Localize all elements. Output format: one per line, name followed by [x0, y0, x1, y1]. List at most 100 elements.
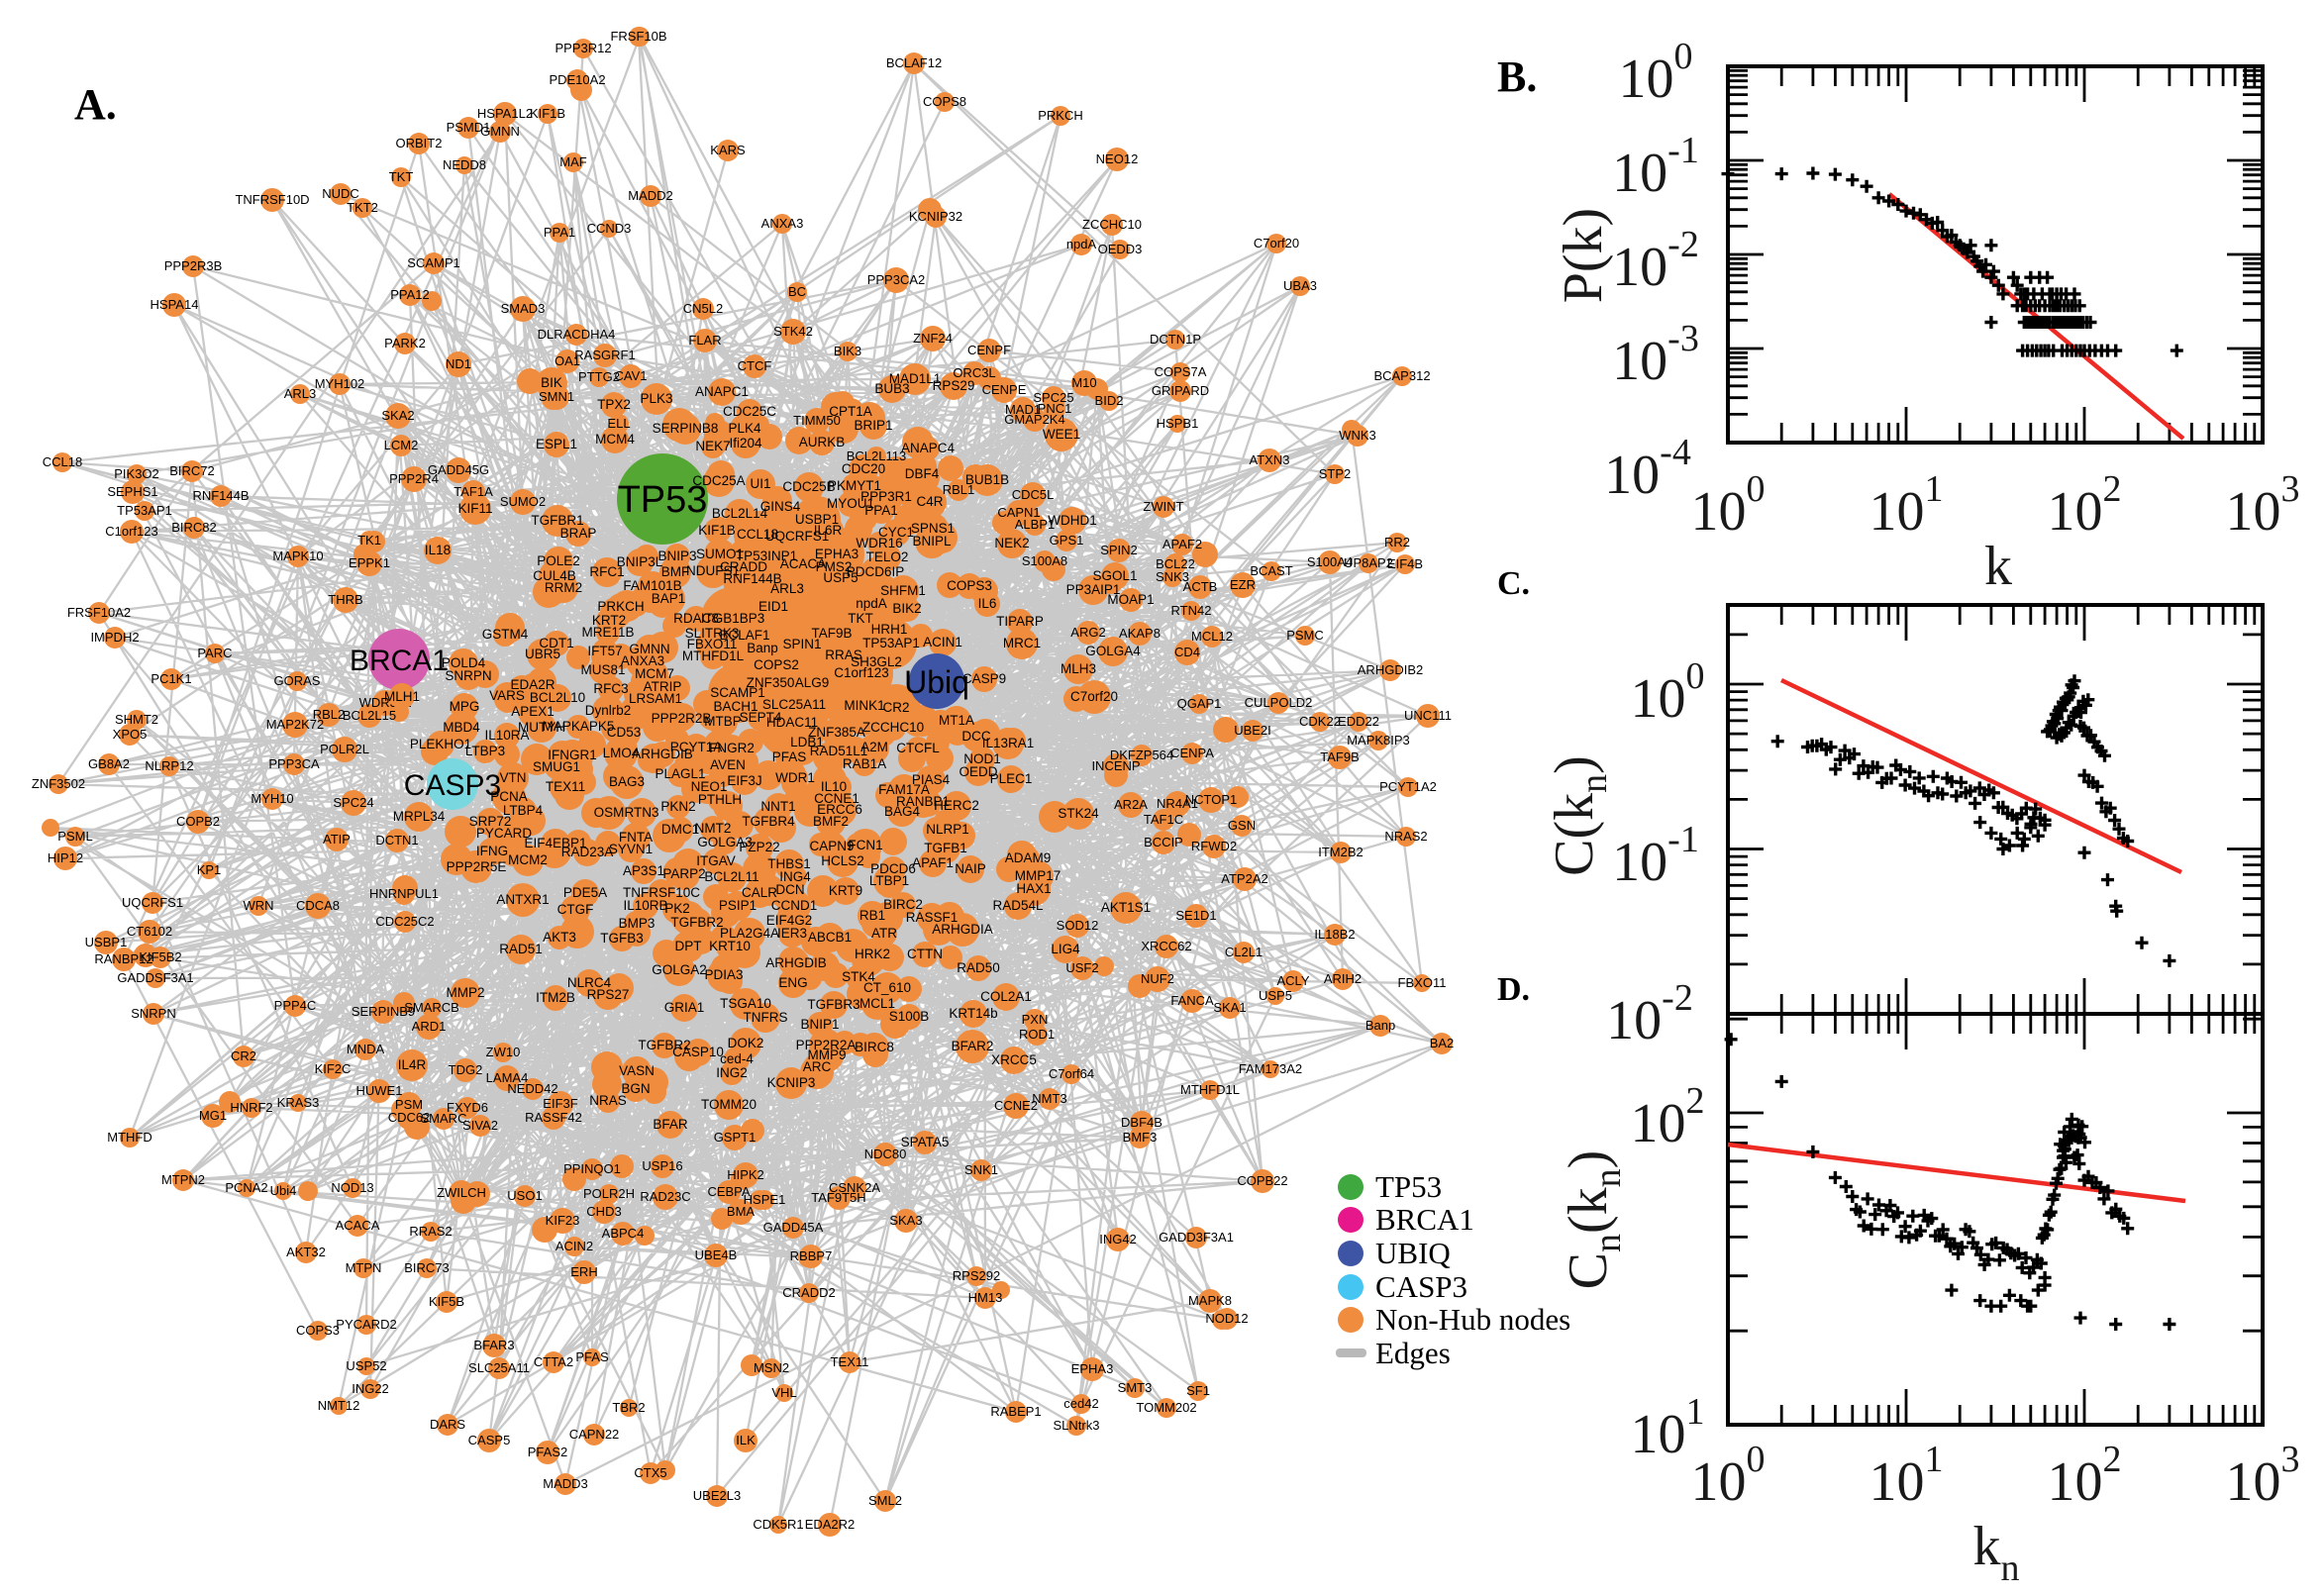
svg-text:Banp: Banp [1365, 1018, 1395, 1033]
svg-text:BMA: BMA [727, 1204, 756, 1219]
svg-text:CEBPA: CEBPA [707, 1184, 750, 1199]
svg-text:BIRC8: BIRC8 [855, 1040, 894, 1054]
svg-text:DOK2: DOK2 [728, 1036, 764, 1050]
svg-text:THBS1: THBS1 [767, 856, 811, 871]
svg-text:TELO2: TELO2 [866, 549, 909, 564]
svg-text:PPP3R12: PPP3R12 [555, 41, 611, 55]
svg-text:HERC2: HERC2 [934, 798, 979, 813]
svg-text:IL10RB: IL10RB [623, 898, 667, 913]
svg-text:PPP3CA: PPP3CA [268, 756, 320, 771]
svg-text:HSPA14: HSPA14 [151, 297, 199, 312]
svg-text:NEK2: NEK2 [994, 536, 1029, 550]
svg-text:C(kn): C(kn) [1544, 755, 1615, 876]
svg-text:LDB1: LDB1 [790, 735, 824, 749]
svg-text:BGN: BGN [621, 1081, 650, 1096]
svg-text:BCCIP: BCCIP [1144, 835, 1183, 849]
svg-text:ACIN2: ACIN2 [556, 1239, 593, 1253]
svg-text:RAD23C: RAD23C [640, 1189, 690, 1204]
svg-text:ENG: ENG [778, 975, 807, 990]
svg-text:SPC25: SPC25 [1033, 390, 1073, 405]
svg-text:IFNGR1: IFNGR1 [548, 748, 597, 762]
svg-text:CDC20: CDC20 [842, 461, 885, 476]
svg-text:PDIA3: PDIA3 [704, 967, 743, 982]
svg-text:WEE1: WEE1 [1043, 427, 1080, 442]
svg-text:AKT3: AKT3 [543, 930, 576, 945]
svg-text:UI1: UI1 [750, 476, 770, 491]
svg-text:CRADD: CRADD [720, 559, 767, 574]
svg-text:MAD1L1: MAD1L1 [889, 371, 942, 386]
svg-text:UBE2L3: UBE2L3 [693, 1488, 741, 1503]
svg-text:COPB22: COPB22 [1237, 1173, 1287, 1188]
svg-text:BCL2L113: BCL2L113 [847, 449, 906, 463]
svg-text:EIF4B: EIF4B [1387, 556, 1423, 571]
svg-text:SEPT4: SEPT4 [740, 710, 782, 725]
svg-text:PTTG2: PTTG2 [578, 369, 620, 384]
svg-text:FNGR2: FNGR2 [709, 741, 755, 755]
svg-text:S100A8: S100A8 [1022, 553, 1067, 568]
svg-text:PPP2R4: PPP2R4 [389, 471, 439, 486]
svg-text:DCC: DCC [961, 729, 990, 744]
svg-text:RR2: RR2 [1384, 535, 1410, 549]
svg-text:C.: C. [1497, 565, 1530, 602]
svg-text:MCM2: MCM2 [508, 852, 548, 867]
svg-text:ARG2: ARG2 [1070, 625, 1105, 640]
svg-text:RDAC8: RDAC8 [673, 611, 719, 626]
svg-text:KIF5B: KIF5B [429, 1294, 464, 1309]
svg-text:SKA3: SKA3 [889, 1213, 922, 1228]
svg-text:HCLS2: HCLS2 [821, 853, 864, 868]
svg-text:ROD1: ROD1 [1019, 1027, 1055, 1042]
svg-text:TP53AP1: TP53AP1 [862, 636, 920, 650]
svg-text:ACACA: ACACA [336, 1218, 380, 1233]
svg-text:ITGB1BP3: ITGB1BP3 [701, 611, 765, 626]
svg-text:COPS7A: COPS7A [1155, 364, 1207, 379]
svg-text:CDC62: CDC62 [388, 1110, 431, 1125]
svg-text:SMARC: SMARC [421, 1111, 467, 1126]
svg-text:EDD22: EDD22 [1338, 714, 1379, 729]
svg-text:EID1: EID1 [758, 599, 788, 614]
svg-text:ARHGDIB: ARHGDIB [765, 955, 827, 970]
svg-text:NNT1: NNT1 [760, 799, 795, 814]
svg-text:GMAP2K4: GMAP2K4 [1004, 412, 1064, 427]
svg-text:KIF1B: KIF1B [698, 523, 736, 538]
svg-text:BNIPL: BNIPL [912, 534, 952, 549]
svg-text:EZR: EZR [1230, 577, 1256, 592]
svg-text:BMF: BMF [661, 564, 690, 579]
svg-text:101: 101 [1631, 1391, 1705, 1465]
svg-text:TGFBR4: TGFBR4 [742, 814, 795, 829]
svg-text:EDA2R2: EDA2R2 [805, 1517, 856, 1532]
svg-text:MYOU1: MYOU1 [827, 496, 874, 511]
svg-text:BRAP: BRAP [560, 526, 597, 541]
svg-text:MUTYH: MUTYH [518, 720, 565, 735]
svg-text:PSML: PSML [57, 829, 92, 844]
svg-text:CT6102: CT6102 [127, 924, 172, 939]
svg-text:PCNA2: PCNA2 [225, 1180, 267, 1195]
svg-text:BRIP1: BRIP1 [854, 418, 892, 433]
svg-text:NLRP12: NLRP12 [145, 758, 193, 773]
svg-text:STK42: STK42 [773, 324, 813, 339]
svg-text:CENPF: CENPF [967, 343, 1011, 357]
svg-text:RANBP12: RANBP12 [94, 951, 152, 966]
svg-text:DCTN1P: DCTN1P [1150, 332, 1201, 347]
svg-text:HNRF2: HNRF2 [230, 1100, 272, 1115]
svg-text:CASP3: CASP3 [1375, 1269, 1467, 1304]
svg-text:CTX5: CTX5 [634, 1465, 666, 1480]
svg-text:DBF4B: DBF4B [1121, 1115, 1162, 1130]
svg-text:SNK3: SNK3 [1156, 569, 1189, 584]
svg-text:SH3GL2: SH3GL2 [851, 654, 902, 669]
svg-text:ARL3: ARL3 [770, 581, 804, 596]
svg-text:BACH1: BACH1 [713, 699, 758, 714]
svg-text:ced42: ced42 [1063, 1396, 1098, 1411]
svg-text:BCL2L14: BCL2L14 [712, 506, 768, 521]
svg-text:RFWD2: RFWD2 [1191, 839, 1237, 853]
svg-text:SHMT2: SHMT2 [115, 712, 158, 727]
svg-text:GADD45A: GADD45A [763, 1220, 824, 1235]
svg-text:MINK1: MINK1 [844, 698, 884, 713]
svg-text:PDCD6IP: PDCD6IP [847, 564, 905, 579]
svg-text:MAP2K72: MAP2K72 [266, 717, 325, 732]
svg-text:PPA12: PPA12 [390, 287, 430, 302]
svg-text:TAF9B: TAF9B [811, 626, 852, 641]
svg-text:PYCARD: PYCARD [476, 826, 533, 841]
svg-text:RAD54L: RAD54L [992, 898, 1044, 913]
svg-text:GOLGA3: GOLGA3 [697, 835, 753, 849]
svg-text:VASN: VASN [619, 1063, 655, 1078]
